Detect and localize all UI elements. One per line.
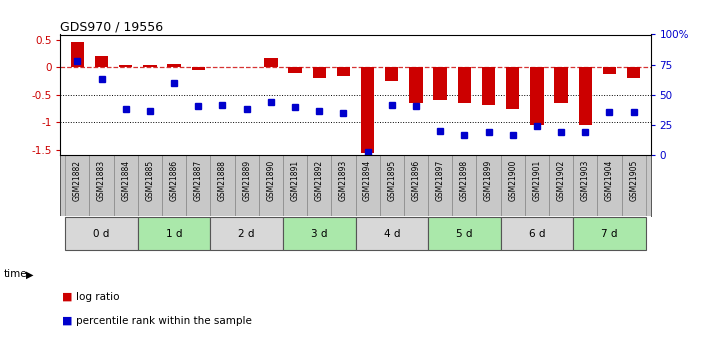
Text: GDS970 / 19556: GDS970 / 19556 — [60, 20, 164, 33]
Text: GSM21901: GSM21901 — [533, 160, 541, 201]
Text: GSM21903: GSM21903 — [581, 160, 589, 201]
Bar — [168, 64, 181, 67]
Bar — [555, 67, 567, 103]
Bar — [313, 67, 326, 78]
Bar — [361, 67, 374, 152]
Bar — [428, 155, 452, 216]
Bar — [144, 65, 156, 67]
Bar — [337, 67, 350, 76]
Text: ▶: ▶ — [26, 269, 34, 279]
Bar — [259, 155, 283, 216]
Bar — [579, 67, 592, 125]
Text: time: time — [4, 269, 27, 279]
Text: GSM21888: GSM21888 — [218, 160, 227, 201]
Text: GSM21898: GSM21898 — [460, 160, 469, 201]
Bar — [452, 155, 476, 216]
Text: 5 d: 5 d — [456, 229, 473, 239]
Bar — [192, 67, 205, 70]
Bar — [356, 217, 428, 250]
Text: GSM21902: GSM21902 — [557, 160, 565, 201]
Text: GSM21899: GSM21899 — [484, 160, 493, 201]
Bar — [380, 155, 404, 216]
Bar — [186, 155, 210, 216]
Bar — [70, 42, 84, 67]
Text: 1 d: 1 d — [166, 229, 182, 239]
Text: 4 d: 4 d — [383, 229, 400, 239]
Bar — [289, 67, 301, 73]
Bar — [501, 155, 525, 216]
Bar — [95, 56, 108, 67]
Bar — [428, 217, 501, 250]
Text: GSM21889: GSM21889 — [242, 160, 251, 201]
Bar — [114, 155, 138, 216]
Text: 6 d: 6 d — [529, 229, 545, 239]
Bar — [458, 67, 471, 103]
Bar — [235, 155, 259, 216]
Bar — [476, 155, 501, 216]
Text: GSM21891: GSM21891 — [291, 160, 299, 201]
Text: GSM21885: GSM21885 — [146, 160, 154, 201]
Bar — [482, 67, 495, 105]
Bar — [210, 217, 283, 250]
Text: ■: ■ — [62, 316, 73, 326]
Bar — [65, 155, 90, 216]
Text: GSM21890: GSM21890 — [267, 160, 275, 201]
Text: GSM21897: GSM21897 — [436, 160, 444, 201]
Text: log ratio: log ratio — [76, 292, 119, 302]
Bar — [119, 65, 132, 67]
Bar — [549, 155, 573, 216]
Text: 7 d: 7 d — [602, 229, 618, 239]
Text: GSM21905: GSM21905 — [629, 160, 638, 201]
Text: 0 d: 0 d — [93, 229, 109, 239]
Text: 3 d: 3 d — [311, 229, 328, 239]
Text: GSM21882: GSM21882 — [73, 160, 82, 201]
Bar — [283, 155, 307, 216]
Bar — [90, 155, 114, 216]
Bar — [506, 67, 519, 109]
Text: 2 d: 2 d — [238, 229, 255, 239]
Bar — [65, 217, 138, 250]
Bar — [501, 217, 573, 250]
Bar — [331, 155, 356, 216]
Text: GSM21895: GSM21895 — [387, 160, 396, 201]
Bar — [162, 155, 186, 216]
Bar — [264, 58, 277, 67]
Bar — [410, 67, 422, 103]
Bar — [621, 155, 646, 216]
Bar — [603, 67, 616, 74]
Text: GSM21904: GSM21904 — [605, 160, 614, 201]
Bar — [307, 155, 331, 216]
Text: ■: ■ — [62, 292, 73, 302]
Bar — [385, 67, 398, 81]
Bar — [525, 155, 549, 216]
Bar — [138, 217, 210, 250]
Bar — [283, 217, 356, 250]
Bar — [210, 155, 235, 216]
Bar — [627, 67, 641, 78]
Text: GSM21886: GSM21886 — [170, 160, 178, 201]
Text: GSM21893: GSM21893 — [339, 160, 348, 201]
Text: GSM21887: GSM21887 — [194, 160, 203, 201]
Bar — [573, 217, 646, 250]
Text: percentile rank within the sample: percentile rank within the sample — [76, 316, 252, 326]
Text: GSM21894: GSM21894 — [363, 160, 372, 201]
Text: GSM21884: GSM21884 — [122, 160, 130, 201]
Text: GSM21892: GSM21892 — [315, 160, 324, 201]
Text: GSM21896: GSM21896 — [412, 160, 420, 201]
Bar — [434, 67, 447, 100]
Bar — [356, 155, 380, 216]
Bar — [597, 155, 621, 216]
Bar — [404, 155, 428, 216]
Bar — [138, 155, 162, 216]
Bar — [530, 67, 543, 125]
Bar — [573, 155, 597, 216]
Text: GSM21883: GSM21883 — [97, 160, 106, 201]
Text: GSM21900: GSM21900 — [508, 160, 517, 201]
